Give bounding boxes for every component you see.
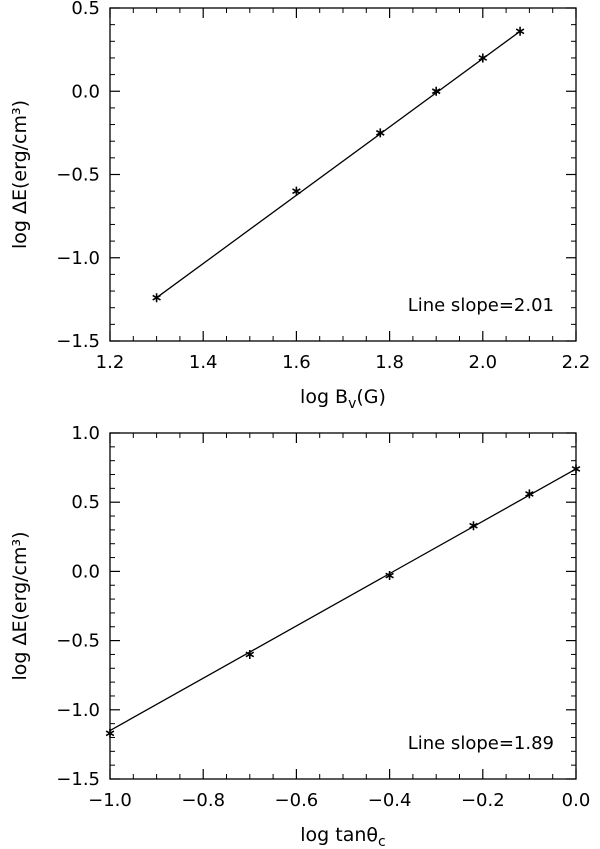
data-point [469, 521, 478, 531]
y-tick-label: −1.5 [56, 769, 100, 790]
x-tick-label: 2.2 [562, 352, 591, 373]
y-tick-label: −1.0 [56, 700, 100, 721]
x-tick-label: 1.8 [375, 352, 404, 373]
data-point [375, 128, 385, 138]
x-tick-label: 1.6 [282, 352, 311, 373]
x-tick-label: −1.0 [88, 790, 132, 811]
x-tick-label: 1.4 [189, 352, 218, 373]
fit-line [109, 468, 577, 732]
plot-frame [109, 432, 577, 780]
y-tick-label: 1.0 [71, 423, 100, 444]
x-tick-label: −0.8 [181, 790, 225, 811]
y-tick-label: −0.5 [56, 165, 100, 186]
x-tick-label: 2.0 [468, 352, 497, 373]
data-point [525, 489, 534, 499]
data-point [105, 728, 115, 738]
x-axis-label-main: log tanθ [300, 824, 378, 846]
y-tick-label: −1.5 [56, 331, 100, 352]
x-tick-label: 1.2 [96, 352, 125, 373]
x-axis-label-subscript: c [378, 834, 386, 849]
chart-bottom: −1.0 −0.8 −0.6 −0.4 −0.2 0.0−1.5−1.0−0.50.00.… [9, 423, 590, 849]
data-point [385, 571, 394, 581]
y-tick-label: 0.0 [71, 81, 100, 102]
x-tick-label: 0.0 [562, 790, 591, 811]
data-point [478, 53, 488, 63]
x-tick-label: −0.4 [368, 790, 412, 811]
fit-line [156, 30, 521, 299]
x-axis-label-unit: (G) [356, 386, 386, 408]
x-axis-label-main: log B [300, 386, 348, 408]
y-tick-label: 0.0 [71, 561, 100, 582]
y-axis-label: log ΔE(erg/cm³) [9, 100, 31, 249]
y-tick-label: −0.5 [56, 631, 100, 652]
x-axis-label: log tanθc [300, 824, 385, 849]
y-tick-label: −1.0 [56, 248, 100, 269]
slope-annotation: Line slope=1.89 [408, 733, 554, 754]
data-point [431, 86, 441, 96]
data-point [571, 464, 581, 474]
chart-top: 1.2 1.4 1.6 1.8 2.0 2.2 −1.5 −1.0 −0.5 0.0 0.5 Line… [9, 0, 590, 412]
slope-annotation: Line slope=2.01 [408, 295, 554, 316]
data-point [245, 649, 255, 659]
y-axis-label: log ΔE(erg/cm³) [9, 531, 31, 680]
data-point [515, 26, 525, 36]
x-tick-label: −0.2 [461, 790, 505, 811]
x-axis-label: log Bv(G) [300, 386, 386, 412]
plot-frame [109, 7, 577, 342]
x-tick-label: −0.6 [275, 790, 319, 811]
y-tick-label: 0.5 [71, 492, 100, 513]
x-axis-label-subscript: v [348, 396, 356, 412]
data-point [152, 293, 161, 303]
data-point [292, 186, 301, 196]
y-tick-label: 0.5 [71, 0, 100, 19]
